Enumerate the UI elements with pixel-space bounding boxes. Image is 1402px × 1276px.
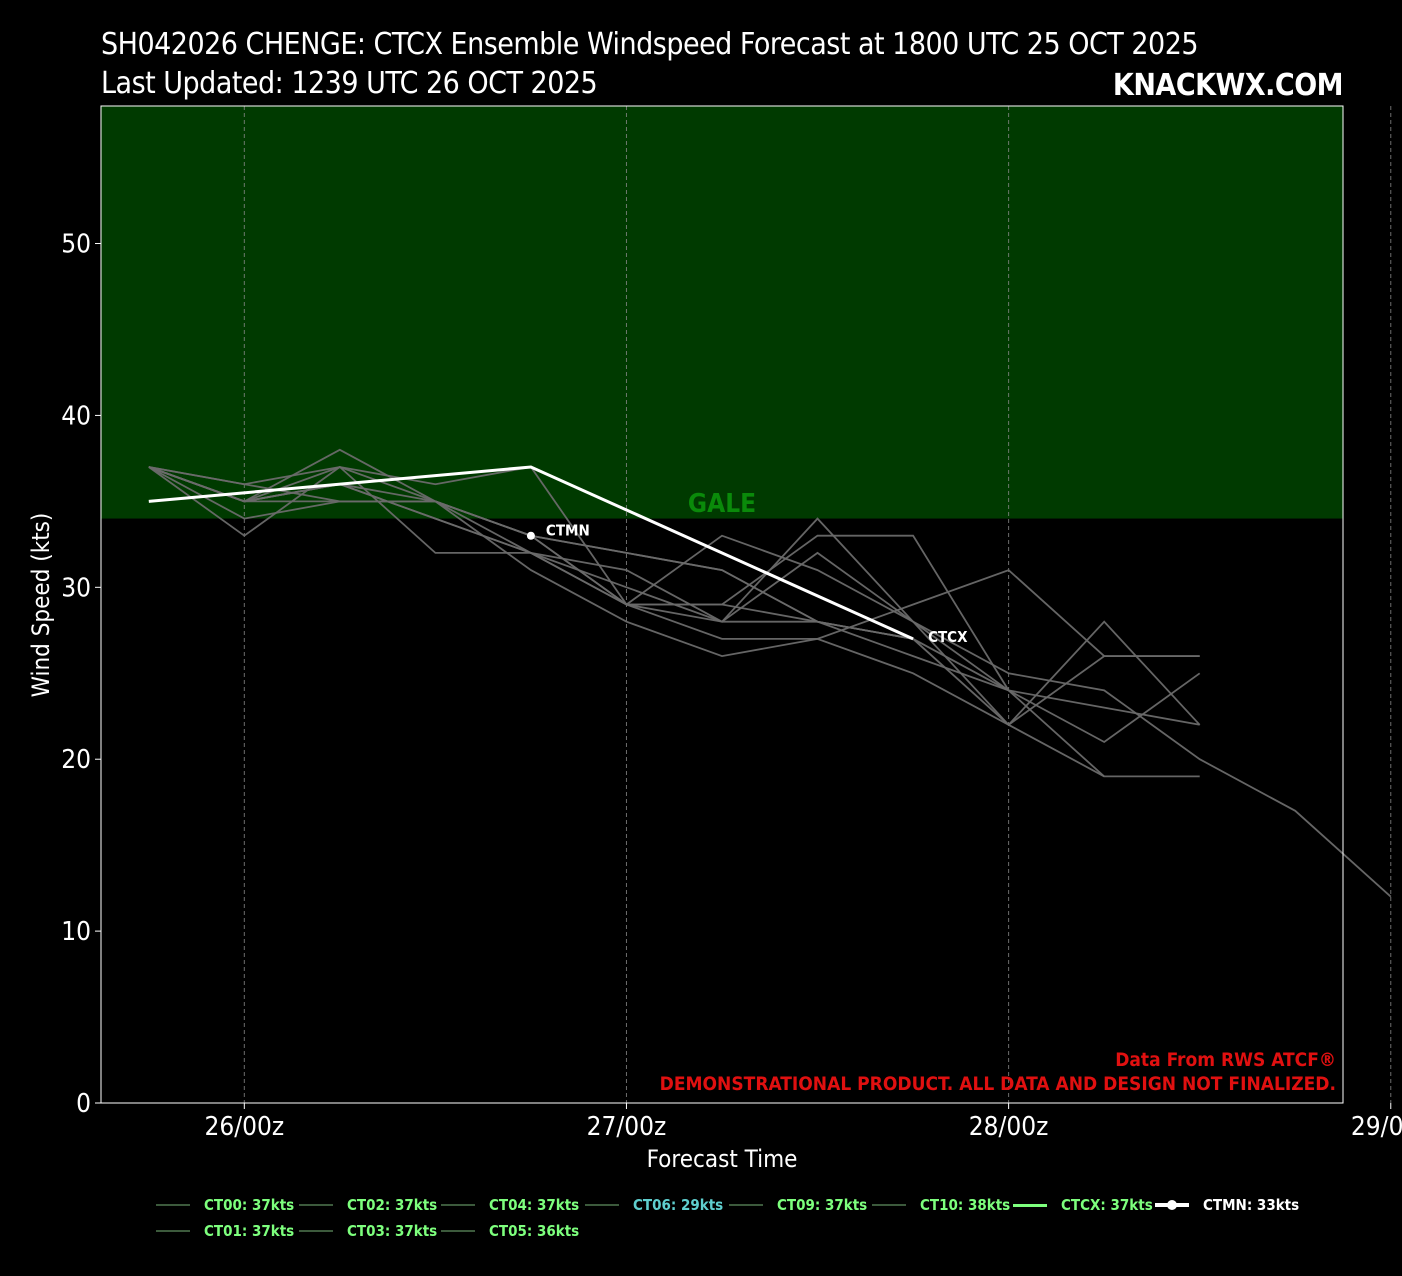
legend-label: CT03: 37kts [347, 1222, 438, 1240]
x-tick-label-0: 26/00z [204, 1112, 284, 1142]
member-line-3 [148, 466, 1200, 658]
gale-label: GALE [688, 489, 756, 519]
member-line-9 [148, 466, 1105, 778]
legend-label: CT02: 37kts [347, 1196, 438, 1214]
legend-item: CT09: 37kts [729, 1196, 867, 1214]
ctcx-line [148, 465, 914, 641]
y-axis-label: Wind Speed (kts) [27, 513, 55, 698]
last-updated: Last Updated: 1239 UTC 26 OCT 2025 [101, 66, 598, 101]
member-line-4 [148, 448, 1392, 898]
x-axis-label: Forecast Time [647, 1145, 798, 1173]
legend-swatch [156, 1204, 190, 1206]
y-tick-label-2: 20 [61, 745, 91, 775]
y-tick-label-1: 10 [61, 917, 91, 947]
legend-item: CTMN: 33kts [1155, 1196, 1299, 1214]
ctmn-label: CTMN [546, 522, 590, 540]
plot-background [101, 106, 1343, 1103]
legend-swatch [872, 1204, 906, 1206]
data-source-note: Data From RWS ATCF® [1115, 1049, 1336, 1071]
legend-swatch [1155, 1200, 1189, 1210]
ctmn-point [526, 531, 535, 540]
legend-label: CT05: 36kts [489, 1222, 580, 1240]
legend-label: CT00: 37kts [204, 1196, 295, 1214]
ctcx-series: CTCX CTMN [148, 465, 968, 646]
axes: 0 10 20 30 40 50 26/00z 27/00z 28/00z 29/00z [61, 105, 1402, 1142]
legend-swatch [156, 1230, 190, 1232]
x-tick-label-3: 29/00z [1351, 1112, 1402, 1142]
legend-swatch [441, 1230, 475, 1232]
legend-label: CT04: 37kts [489, 1196, 580, 1214]
legend-label: CTCX: 37kts [1061, 1196, 1153, 1214]
legend-item: CT06: 29kts [585, 1196, 723, 1214]
disclaimer-note: DEMONSTRATIONAL PRODUCT. ALL DATA AND DE… [660, 1073, 1336, 1095]
x-tick-label-2: 28/00z [969, 1112, 1049, 1142]
legend-item: CT01: 37kts [156, 1222, 294, 1240]
y-tick-label-3: 30 [61, 573, 91, 603]
member-line-2 [148, 466, 1201, 727]
member-line-5 [148, 465, 1200, 778]
plot-frame [100, 105, 1344, 1104]
legend-item: CT10: 38kts [872, 1196, 1010, 1214]
legend-item: CT04: 37kts [441, 1196, 579, 1214]
legend-swatch [299, 1204, 333, 1206]
legend-item: CTCX: 37kts [1013, 1196, 1153, 1214]
x-tick-label-1: 27/00z [587, 1112, 667, 1142]
legend-swatch [729, 1204, 763, 1206]
legend-label: CT06: 29kts [633, 1196, 724, 1214]
y-tick-label-0: 0 [76, 1089, 91, 1119]
legend-swatch [441, 1204, 475, 1206]
legend-label: CT10: 38kts [920, 1196, 1011, 1214]
legend-item: CT00: 37kts [156, 1196, 294, 1214]
chart-title: SH042026 CHENGE: CTCX Ensemble Windspeed… [101, 27, 1199, 62]
legend-swatch [585, 1204, 619, 1206]
y-tick-label-4: 40 [61, 401, 91, 431]
ctcx-label: CTCX [928, 628, 968, 646]
legend-swatch [1013, 1203, 1047, 1207]
legend-item: CT05: 36kts [441, 1222, 579, 1240]
legend-swatch [299, 1230, 333, 1232]
legend-label: CT09: 37kts [777, 1196, 868, 1214]
brand-label: KNACKWX.COM [1112, 68, 1344, 103]
y-tick-label-5: 50 [61, 230, 91, 260]
gale-band [101, 106, 1343, 519]
legend-item: CT02: 37kts [299, 1196, 437, 1214]
legend-item: CT03: 37kts [299, 1222, 437, 1240]
legend-label: CT01: 37kts [204, 1222, 295, 1240]
legend-label: CTMN: 33kts [1203, 1196, 1300, 1214]
